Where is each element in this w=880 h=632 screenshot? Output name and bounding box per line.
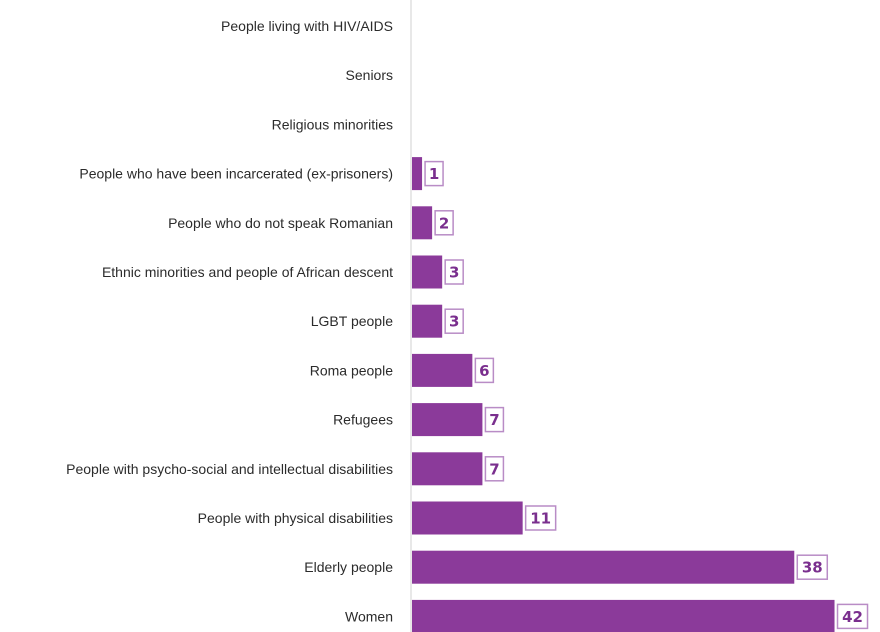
value-labels: 1 2 3 3 6 7 7 11 38 42 bbox=[424, 160, 869, 630]
bar-people-with-physical-disabilities bbox=[412, 501, 523, 535]
value-label-women: 42 bbox=[842, 608, 863, 626]
value-label-box-people-who-do-not-speak-romanian bbox=[434, 210, 454, 236]
category-label-elderly-people: Elderly people bbox=[304, 559, 393, 575]
bars bbox=[412, 157, 835, 632]
bar-roma-people bbox=[412, 353, 473, 387]
value-label-box-elderly-people bbox=[796, 554, 829, 580]
category-label-people-living-with-hiv-aids: People living with HIV/AIDS bbox=[221, 18, 393, 34]
bar-ethnic-minorities-and-people-of-african-descent bbox=[412, 255, 443, 289]
category-label-people-with-physical-disabilities: People with physical disabilities bbox=[198, 510, 393, 526]
category-label-people-who-do-not-speak-romanian: People who do not speak Romanian bbox=[168, 215, 393, 231]
bar-people-who-have-been-incarcerated-ex-prisoners bbox=[412, 157, 423, 191]
bar-people-who-do-not-speak-romanian bbox=[412, 206, 433, 240]
value-label-people-with-physical-disabilities: 11 bbox=[530, 510, 551, 528]
value-label-box-women bbox=[836, 603, 869, 630]
value-label-box-refugees bbox=[484, 406, 505, 433]
category-label-women: Women bbox=[345, 608, 393, 624]
value-label-box-roma-people bbox=[474, 357, 495, 384]
bar-people-with-psycho-social-and-intellectual-disabilities bbox=[412, 452, 483, 486]
value-label-people-who-have-been-incarcerated-ex-prisoners: 1 bbox=[429, 165, 439, 183]
value-label-lgbt-people: 3 bbox=[449, 313, 459, 331]
value-label-box-people-who-have-been-incarcerated-ex-prisoners bbox=[424, 160, 444, 187]
value-label-roma-people: 6 bbox=[479, 362, 489, 380]
value-label-box-ethnic-minorities-and-people-of-african-descent bbox=[444, 259, 464, 285]
bar-refugees bbox=[412, 403, 483, 437]
category-label-seniors: Seniors bbox=[346, 67, 393, 83]
category-label-roma-people: Roma people bbox=[310, 362, 393, 378]
category-labels: People living with HIV/AIDS Seniors Religi… bbox=[66, 18, 393, 624]
category-label-lgbt-people: LGBT people bbox=[311, 313, 393, 329]
category-label-people-with-psycho-social-and-intellectual-disabilities: People with psycho-social and intellectu… bbox=[66, 461, 393, 477]
value-label-box-lgbt-people bbox=[444, 308, 464, 334]
category-label-refugees: Refugees bbox=[333, 412, 393, 428]
value-label-box-people-with-physical-disabilities bbox=[524, 505, 557, 531]
category-label-religious-minorities: Religious minorities bbox=[272, 116, 393, 132]
bar-elderly-people bbox=[412, 550, 795, 584]
category-label-ethnic-minorities-and-people-of-african-descent: Ethnic minorities and people of African … bbox=[102, 264, 393, 280]
value-label-people-who-do-not-speak-romanian: 2 bbox=[439, 214, 449, 232]
value-label-people-with-psycho-social-and-intellectual-disabilities: 7 bbox=[489, 460, 499, 478]
bar-lgbt-people bbox=[412, 304, 443, 338]
bar-women bbox=[412, 599, 835, 632]
value-label-ethnic-minorities-and-people-of-african-descent: 3 bbox=[449, 264, 459, 282]
value-label-box-people-with-psycho-social-and-intellectual-disabilities bbox=[484, 456, 505, 482]
value-label-refugees: 7 bbox=[489, 411, 499, 429]
value-label-elderly-people: 38 bbox=[802, 559, 823, 577]
category-label-people-who-have-been-incarcerated-ex-prisoners: People who have been incarcerated (ex-pr… bbox=[79, 166, 393, 182]
